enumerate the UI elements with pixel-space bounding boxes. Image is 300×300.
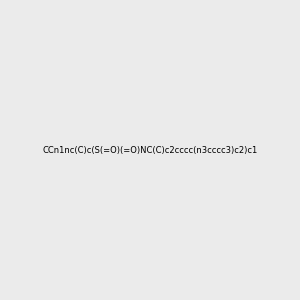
- Text: CCn1nc(C)c(S(=O)(=O)NC(C)c2cccc(n3cccc3)c2)c1: CCn1nc(C)c(S(=O)(=O)NC(C)c2cccc(n3cccc3)…: [42, 146, 258, 154]
